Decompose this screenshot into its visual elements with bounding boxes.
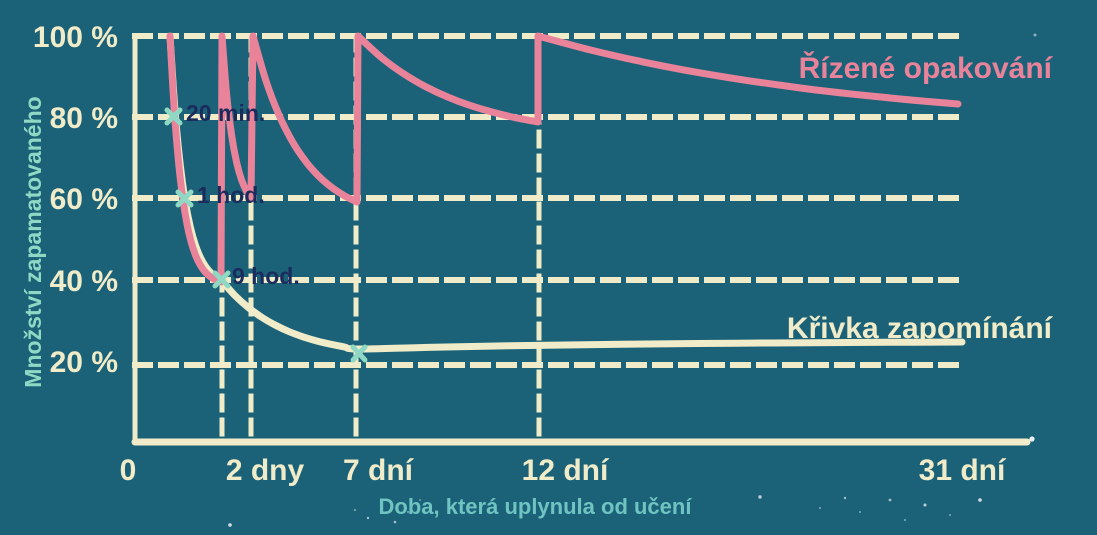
svg-text:31 dní: 31 dní: [919, 454, 1007, 487]
svg-text:20 %: 20 %: [50, 346, 118, 379]
svg-text:80 %: 80 %: [50, 102, 118, 135]
svg-text:1 hod.: 1 hod.: [197, 182, 265, 208]
svg-text:12 dní: 12 dní: [522, 454, 610, 487]
svg-text:2 dny: 2 dny: [226, 454, 305, 487]
svg-text:Křivka zapomínání: Křivka zapomínání: [787, 312, 1054, 345]
svg-text:20 min.: 20 min.: [186, 100, 265, 126]
svg-text:0: 0: [120, 454, 137, 487]
svg-text:100 %: 100 %: [33, 21, 118, 54]
svg-text:7 dní: 7 dní: [343, 454, 415, 487]
svg-text:Doba, která uplynula od učení: Doba, která uplynula od učení: [379, 494, 693, 519]
svg-text:Množství zapamatovaného: Množství zapamatovaného: [20, 96, 46, 387]
svg-text:60 %: 60 %: [50, 183, 118, 216]
svg-text:40 %: 40 %: [50, 265, 118, 298]
svg-text:9 hod.: 9 hod.: [232, 263, 300, 289]
svg-text:Řízené opakování: Řízené opakování: [799, 51, 1054, 85]
